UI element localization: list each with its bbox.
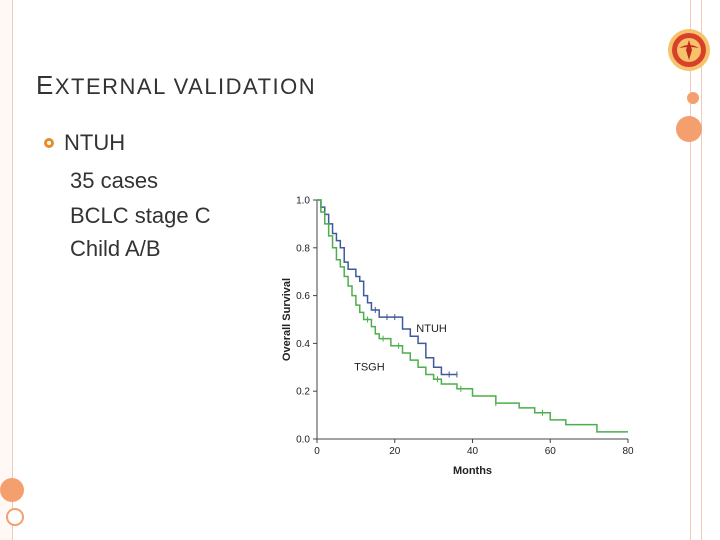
y-tick-label: 1.0 xyxy=(296,196,310,207)
emblem-logo-icon xyxy=(668,29,710,71)
y-tick-label: 0.6 xyxy=(296,291,310,302)
decor-ring-bottom-left xyxy=(6,508,24,526)
x-tick-label: 20 xyxy=(389,446,401,457)
y-tick-label: 0.8 xyxy=(296,243,310,254)
sub-item-cases: 35 cases xyxy=(70,168,159,193)
decor-dot-top-right xyxy=(687,92,699,104)
right-decor-rule xyxy=(690,0,702,540)
x-axis-label: Months xyxy=(453,465,492,477)
series-annotation: TSGH xyxy=(354,361,385,373)
x-tick-label: 60 xyxy=(545,446,557,457)
bullet-icon xyxy=(44,138,54,148)
y-tick-label: 0.0 xyxy=(296,435,310,446)
survival-chart: 0.0 0.2 0.4 0.6 0.8 1.0 0 20 40 60 80 Months Overall… xyxy=(281,196,634,478)
bullet-label: NTUH xyxy=(64,130,126,155)
sub-item-child: Child A/B xyxy=(70,236,161,261)
decor-dot-bottom-left xyxy=(0,478,24,502)
y-tick-label: 0.4 xyxy=(296,339,310,350)
x-tick-label: 0 xyxy=(314,446,320,457)
sub-item-stage: BCLC stage C xyxy=(70,203,211,228)
title-first-letter: E xyxy=(36,70,55,100)
x-tick-label: 80 xyxy=(622,446,634,457)
page-title: EXTERNAL VALIDATION xyxy=(36,70,316,101)
series-line-tsgh xyxy=(317,199,628,433)
title-rest: XTERNAL VALIDATION xyxy=(54,74,317,99)
series-annotation: NTUH xyxy=(416,323,447,335)
decor-dot-right-large xyxy=(676,116,702,142)
x-tick-label: 40 xyxy=(467,446,479,457)
series-line-ntuh xyxy=(317,199,457,376)
y-tick-label: 0.2 xyxy=(296,387,310,398)
left-decor-rule xyxy=(0,0,13,540)
y-axis-label: Overall Survival xyxy=(281,278,293,361)
